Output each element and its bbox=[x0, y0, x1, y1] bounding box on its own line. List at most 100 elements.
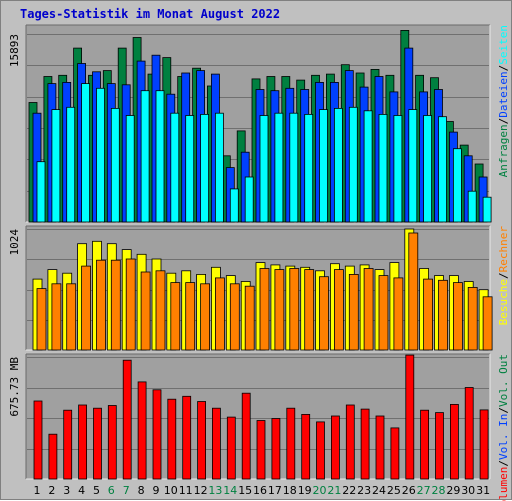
bar-seiten-20 bbox=[319, 109, 328, 223]
bar-rechner-28 bbox=[438, 279, 448, 351]
bar-volumen-11 bbox=[182, 395, 192, 480]
x-tick-label-20: 20 bbox=[313, 484, 327, 497]
bar-volumen-21 bbox=[330, 415, 340, 480]
bar-seiten-19 bbox=[304, 114, 314, 223]
page-title: Tages-Statistik im Monat August 2022 bbox=[20, 7, 281, 21]
x-tick-label-11: 11 bbox=[179, 484, 193, 497]
bar-volumen-5 bbox=[93, 407, 102, 480]
x-tick-label-6: 6 bbox=[108, 484, 115, 497]
bar-rechner-23 bbox=[363, 268, 374, 351]
bar-seiten-13 bbox=[214, 112, 224, 223]
bar-volumen-24 bbox=[375, 415, 385, 480]
bar-rechner-18 bbox=[289, 268, 300, 351]
bar-volumen-31 bbox=[479, 409, 489, 480]
bar-volumen-23 bbox=[360, 408, 370, 480]
bar-seiten-24 bbox=[378, 114, 388, 223]
x-tick-label-2: 2 bbox=[48, 484, 55, 497]
bar-volumen-6 bbox=[107, 405, 117, 480]
bar-seiten-12 bbox=[200, 114, 210, 223]
bar-volumen-30 bbox=[464, 387, 474, 480]
bar-rechner-11 bbox=[185, 282, 196, 351]
bar-seiten-4 bbox=[81, 83, 90, 223]
x-tick-label-7: 7 bbox=[123, 484, 130, 497]
x-tick-label-17: 17 bbox=[268, 484, 282, 497]
bar-volumen-12 bbox=[197, 401, 207, 480]
bar-volumen-3 bbox=[63, 409, 73, 480]
x-tick-label-25: 25 bbox=[387, 484, 401, 497]
bar-seiten-8 bbox=[140, 90, 150, 223]
bar-volumen-7 bbox=[122, 359, 132, 480]
bar-seiten-11 bbox=[185, 115, 195, 223]
x-tick-label-16: 16 bbox=[253, 484, 267, 497]
bar-seiten-6 bbox=[110, 108, 120, 223]
bar-volumen-15 bbox=[241, 392, 251, 480]
bar-seiten-18 bbox=[289, 112, 299, 223]
bar-rechner-2 bbox=[51, 283, 62, 351]
bar-seiten-30 bbox=[467, 190, 477, 223]
x-tick-label-26: 26 bbox=[402, 484, 416, 497]
bar-rechner-15 bbox=[244, 285, 255, 351]
x-tick-label-5: 5 bbox=[93, 484, 100, 497]
x-tick-label-13: 13 bbox=[208, 484, 222, 497]
bar-rechner-6 bbox=[110, 259, 121, 351]
x-tick-label-9: 9 bbox=[153, 484, 160, 497]
bar-volumen-28 bbox=[435, 412, 444, 480]
x-tick-label-31: 31 bbox=[476, 484, 490, 497]
x-tick-label-29: 29 bbox=[446, 484, 460, 497]
bar-volumen-29 bbox=[449, 403, 459, 480]
bar-seiten-9 bbox=[155, 90, 165, 223]
bar-volumen-9 bbox=[152, 389, 162, 480]
bar-volumen-22 bbox=[345, 404, 355, 480]
x-tick-label-12: 12 bbox=[194, 484, 208, 497]
legend-item-volumen: Volumen bbox=[497, 467, 510, 501]
bar-seiten-17 bbox=[274, 112, 284, 223]
bar-rechner-7 bbox=[125, 258, 136, 351]
bar-volumen-25 bbox=[390, 427, 400, 480]
bar-volumen-16 bbox=[256, 420, 266, 480]
bar-rechner-5 bbox=[96, 259, 106, 351]
x-tick-label-19: 19 bbox=[298, 484, 312, 497]
bar-seiten-25 bbox=[393, 115, 403, 223]
bar-volumen-20 bbox=[316, 421, 325, 480]
bar-rechner-29 bbox=[452, 282, 463, 351]
bar-rechner-9 bbox=[155, 270, 166, 351]
bar-rechner-10 bbox=[170, 282, 181, 351]
bar-volumen-17 bbox=[271, 418, 281, 480]
x-tick-label-30: 30 bbox=[461, 484, 475, 497]
bar-rechner-22 bbox=[348, 273, 359, 351]
legend-item-dateien: Dateien bbox=[497, 71, 510, 117]
bar-volumen-1 bbox=[33, 400, 43, 480]
legend-item-rechner: Rechner bbox=[497, 226, 510, 273]
bar-seiten-7 bbox=[125, 115, 135, 223]
bar-rechner-13 bbox=[214, 277, 225, 351]
bar-seiten-1 bbox=[36, 161, 46, 223]
bar-seiten-29 bbox=[452, 148, 462, 223]
x-tick-label-28: 28 bbox=[432, 484, 446, 497]
x-tick-label-27: 27 bbox=[417, 484, 431, 497]
bar-seiten-27 bbox=[423, 115, 433, 223]
bar-seiten-14 bbox=[229, 188, 239, 223]
x-tick-label-3: 3 bbox=[63, 484, 70, 497]
x-tick-label-14: 14 bbox=[223, 484, 237, 497]
bar-seiten-5 bbox=[96, 87, 105, 223]
bar-rechner-12 bbox=[200, 283, 211, 351]
legend-3: Volumen/Vol. In/Vol. Out bbox=[497, 354, 510, 501]
legend-1: Anfragen/Dateien/Seiten bbox=[497, 25, 510, 177]
bar-volumen-10 bbox=[167, 398, 177, 480]
x-tick-label-18: 18 bbox=[283, 484, 297, 497]
y-max-label-3: 675.73 MB bbox=[8, 357, 21, 417]
bar-rechner-17 bbox=[274, 269, 285, 351]
bar-volumen-2 bbox=[48, 433, 58, 480]
x-tick-label-21: 21 bbox=[327, 484, 341, 497]
x-tick-label-22: 22 bbox=[342, 484, 356, 497]
x-tick-label-23: 23 bbox=[357, 484, 371, 497]
legend-item-seiten: Seiten bbox=[497, 25, 510, 65]
bar-volumen-8 bbox=[137, 381, 147, 480]
bar-seiten-28 bbox=[438, 116, 447, 223]
bar-rechner-25 bbox=[393, 277, 404, 351]
bar-rechner-27 bbox=[423, 278, 434, 351]
bar-rechner-21 bbox=[333, 269, 344, 351]
bar-seiten-16 bbox=[259, 115, 269, 223]
y-max-label-2: 1024 bbox=[8, 229, 21, 256]
